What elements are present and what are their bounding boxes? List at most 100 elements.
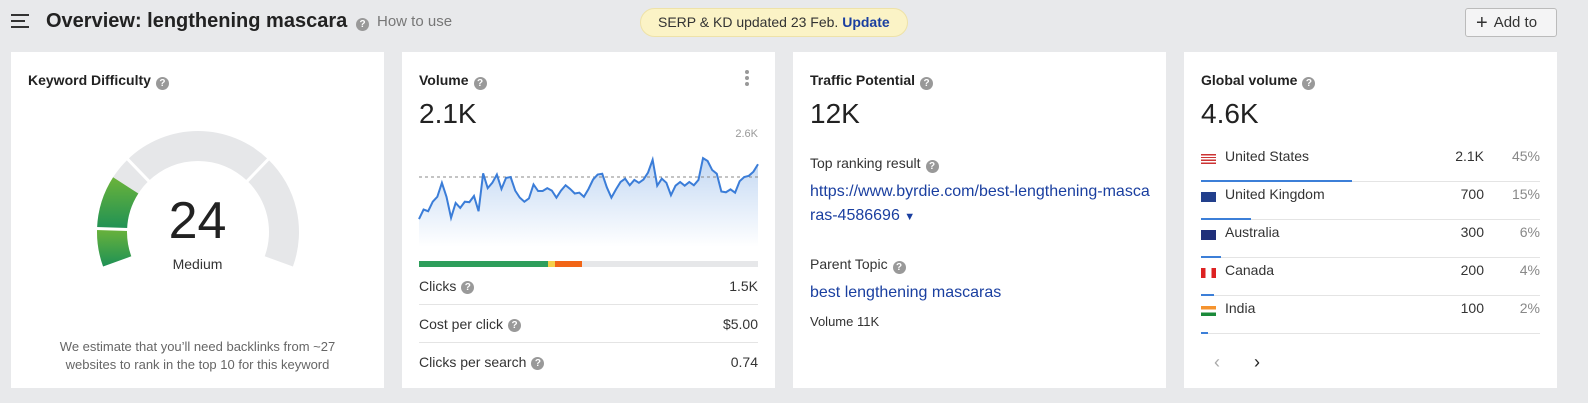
how-to-use-link[interactable]: ? How to use xyxy=(356,13,452,31)
country-volume: 100 xyxy=(1460,300,1484,316)
update-link[interactable]: Update xyxy=(842,14,890,30)
gauge-fill-segment xyxy=(96,228,132,267)
kd-gauge xyxy=(96,131,299,267)
page-title: Overview: lengthening mascara xyxy=(46,10,348,32)
country-share-bar xyxy=(1201,218,1252,220)
metric-label: Cost per click xyxy=(419,316,504,332)
help-icon[interactable]: ? xyxy=(920,77,934,90)
country-percent: 15% xyxy=(1511,186,1540,202)
global-value: 4.6K xyxy=(1201,98,1259,129)
volume-value: 2.1K xyxy=(419,98,477,129)
country-percent: 4% xyxy=(1519,262,1540,278)
volume-title: Volume xyxy=(419,72,469,88)
traffic-potential-card: Traffic Potential? 12K Top ranking resul… xyxy=(793,52,1166,388)
parent-topic-text: Parent Topic xyxy=(810,256,888,272)
top-ranking-label: Top ranking result? xyxy=(810,155,939,173)
how-to-use-label: How to use xyxy=(377,13,453,30)
country-volume: 200 xyxy=(1460,262,1484,278)
metric-label: Clicks per search xyxy=(419,354,527,370)
more-options-icon[interactable] xyxy=(745,70,749,88)
help-icon[interactable]: ? xyxy=(508,318,522,332)
traffic-value: 12K xyxy=(810,98,860,129)
gauge-divider xyxy=(96,226,129,232)
flag-ca-icon xyxy=(1201,268,1216,278)
clicks-paid-segment xyxy=(554,261,582,267)
country-percent: 2% xyxy=(1519,300,1540,316)
help-icon[interactable]: ? xyxy=(155,77,169,90)
chart-max-label: 2.6K xyxy=(735,128,758,140)
country-share-bar xyxy=(1201,180,1352,182)
country-row[interactable]: Australia 300 6% xyxy=(1201,220,1540,258)
country-name: Australia xyxy=(1225,224,1280,240)
country-row[interactable]: India 100 2% xyxy=(1201,296,1540,334)
top-ranking-url[interactable]: https://www.byrdie.com/best-lengthening-… xyxy=(810,180,1150,229)
serp-notice-text: SERP & KD updated 23 Feb. xyxy=(658,14,839,30)
card-title: Keyword Difficulty? xyxy=(28,72,169,90)
metric-clicks-per-search: Clicks per search? 0.74 xyxy=(419,343,758,381)
country-volume: 300 xyxy=(1460,224,1484,240)
top-ranking-text: Top ranking result xyxy=(810,155,921,171)
gauge-divider xyxy=(126,157,151,183)
country-row[interactable]: United States 2.1K 45% xyxy=(1201,144,1540,182)
flag-gb-icon xyxy=(1201,192,1216,202)
country-name: India xyxy=(1225,300,1256,316)
serp-notice: SERP & KD updated 23 Feb. Update xyxy=(640,8,908,37)
gauge-track-segment xyxy=(247,159,299,267)
flag-in-icon xyxy=(1201,306,1216,316)
volume-area xyxy=(419,158,758,247)
clicks-distribution-bar xyxy=(419,261,758,267)
caret-down-icon[interactable]: ▼ xyxy=(904,211,916,223)
help-icon[interactable]: ? xyxy=(1302,77,1316,90)
kd-score: 24 xyxy=(168,192,227,250)
help-icon[interactable]: ? xyxy=(531,356,545,370)
country-row[interactable]: United Kingdom 700 15% xyxy=(1201,182,1540,220)
kd-note: We estimate that you’ll need backlinks f… xyxy=(59,339,336,372)
country-percent: 45% xyxy=(1511,148,1540,164)
kd-level: Medium xyxy=(172,256,223,272)
country-percent: 6% xyxy=(1519,224,1540,240)
gauge-fill-segment xyxy=(97,177,139,230)
metric-clicks: Clicks? 1.5K xyxy=(419,267,758,305)
country-volume: 700 xyxy=(1460,186,1484,202)
flag-au-icon xyxy=(1201,230,1216,240)
help-icon[interactable]: ? xyxy=(925,160,939,173)
parent-topic-link[interactable]: best lengthening mascaras xyxy=(810,284,1002,301)
flag-us-icon xyxy=(1201,154,1216,164)
card-title: Volume? xyxy=(419,72,487,90)
help-icon: ? xyxy=(356,18,369,31)
plus-icon: + xyxy=(1476,12,1488,34)
volume-card: Volume? 2.1K 2.6K Clicks? 1.5K Cost per c… xyxy=(402,52,775,388)
card-title: Traffic Potential? xyxy=(810,72,934,90)
traffic-title: Traffic Potential xyxy=(810,72,916,88)
add-to-label: Add to xyxy=(1493,14,1538,31)
country-share-bar xyxy=(1201,256,1222,258)
country-name: United Kingdom xyxy=(1225,186,1325,202)
chevron-left-icon[interactable]: ‹ xyxy=(1214,352,1220,372)
add-to-button[interactable]: + Add to xyxy=(1465,8,1557,37)
menu-icon[interactable] xyxy=(11,14,29,28)
clicks-organic-segment xyxy=(419,261,548,267)
country-share-bar xyxy=(1201,332,1208,334)
country-name: Canada xyxy=(1225,262,1275,278)
help-icon[interactable]: ? xyxy=(461,280,475,294)
keyword-difficulty-card: Keyword Difficulty? 24 Medium We estimat… xyxy=(11,52,384,388)
chevron-right-icon[interactable]: › xyxy=(1254,352,1260,372)
gauge-divider xyxy=(245,157,270,183)
clicks-mixed-segment xyxy=(547,261,555,267)
metric-label: Clicks xyxy=(419,278,457,294)
volume-trend-chart[interactable] xyxy=(402,132,775,272)
top-bar: Overview: lengthening mascara ? How to us… xyxy=(0,0,1588,44)
country-share-bar xyxy=(1201,294,1215,296)
metric-value: 1.5K xyxy=(729,278,758,294)
help-icon[interactable]: ? xyxy=(473,77,487,90)
country-row[interactable]: Canada 200 4% xyxy=(1201,258,1540,296)
gauge-track-segment xyxy=(127,131,269,181)
kd-title: Keyword Difficulty xyxy=(28,72,151,88)
metric-value: $5.00 xyxy=(722,316,758,332)
metric-value: 0.74 xyxy=(730,354,758,370)
country-name: United States xyxy=(1225,148,1310,164)
top-url-text[interactable]: https://www.byrdie.com/best-lengthening-… xyxy=(810,183,1150,224)
global-title: Global volume xyxy=(1201,72,1298,88)
help-icon[interactable]: ? xyxy=(892,261,906,274)
global-volume-card: Global volume? 4.6K United States 2.1K 4… xyxy=(1184,52,1557,388)
